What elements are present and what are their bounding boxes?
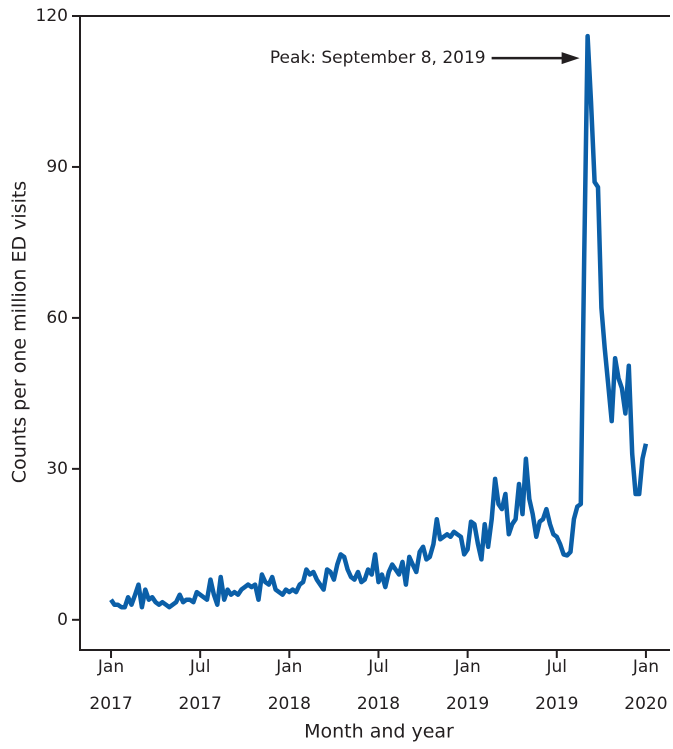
x-tick-label: Jan 2017 bbox=[89, 657, 132, 714]
x-tick-label: Jul 2017 bbox=[179, 657, 222, 714]
y-tick-label: 0 bbox=[57, 610, 68, 630]
x-axis-title: Month and year bbox=[304, 721, 454, 743]
data-line bbox=[109, 33, 649, 610]
annotation: Peak: September 8, 2019 bbox=[270, 48, 486, 68]
y-tick-label: 90 bbox=[46, 157, 68, 177]
annotation-arrowhead bbox=[561, 52, 580, 65]
x-tick-label: Jul 2019 bbox=[535, 657, 578, 714]
y-axis-title: Counts per one million ED visits bbox=[9, 181, 31, 483]
x-tick-label: Jul 2018 bbox=[357, 657, 400, 714]
y-tick-label: 60 bbox=[46, 308, 68, 328]
x-tick-label: Jan 2019 bbox=[446, 657, 489, 714]
y-tick-label: 30 bbox=[46, 459, 68, 479]
axes bbox=[79, 15, 670, 651]
x-tick-label: Jan 2018 bbox=[268, 657, 311, 714]
y-tick-label: 120 bbox=[36, 6, 68, 26]
x-tick-label: Jan 2020 bbox=[624, 657, 667, 714]
